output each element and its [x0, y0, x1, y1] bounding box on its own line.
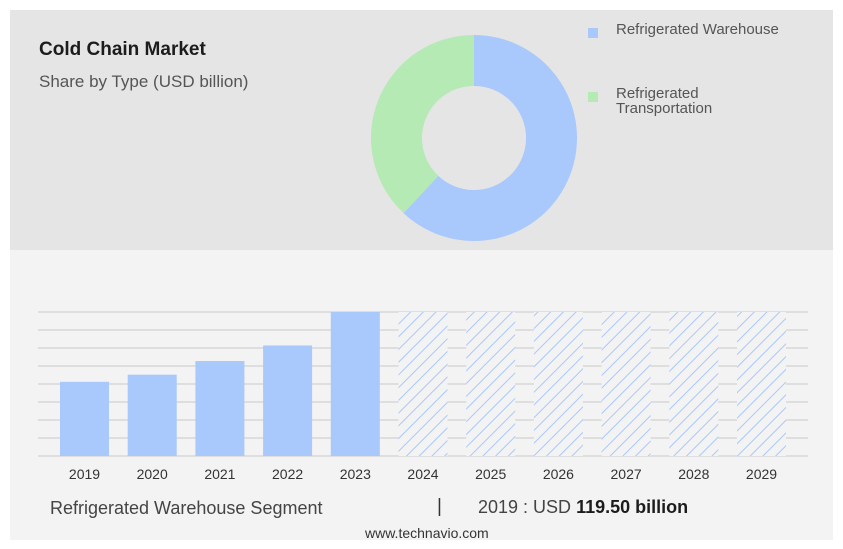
source-link[interactable]: www.technavio.com: [365, 525, 489, 541]
footer-year-prefix: 2019 : USD: [478, 497, 577, 517]
x-tick-label: 2021: [204, 466, 235, 482]
legend-swatch-transportation: [588, 92, 598, 102]
donut-slice-1: [371, 35, 474, 214]
footer-separator: |: [437, 496, 442, 517]
forecast-bar-2029: [737, 312, 786, 456]
x-tick-label: 2027: [611, 466, 642, 482]
x-tick-label: 2029: [746, 466, 777, 482]
donut-slice-0: [403, 35, 577, 241]
bar-2022: [263, 345, 313, 456]
chart-subtitle: Share by Type (USD billion): [39, 72, 249, 91]
x-tick-label: 2019: [69, 466, 100, 482]
legend-item-warehouse: Refrigerated Warehouse: [588, 22, 836, 38]
chart-title: Cold Chain Market: [39, 39, 206, 60]
forecast-bar-2025: [466, 312, 516, 456]
infographic-card: Cold Chain Market Share by Type (USD bil…: [10, 10, 836, 541]
legend-label-transportation: Refrigerated Transportation: [616, 85, 713, 117]
bar-2020: [127, 374, 177, 456]
forecast-bar-2027: [601, 312, 651, 456]
forecast-bar-2026: [533, 312, 583, 456]
x-tick-label: 2026: [543, 466, 574, 482]
x-tick-label: 2024: [407, 466, 438, 482]
x-tick-label: 2023: [340, 466, 371, 482]
donut-chart: [371, 35, 577, 241]
footer-value-amount: 119.50 billion: [576, 497, 689, 517]
x-tick-label: 2025: [475, 466, 506, 482]
legend-swatch-warehouse: [588, 28, 598, 38]
bar-2019: [60, 381, 109, 456]
bar-chart: 2019 2020 2021 2022 2023 2024 2025 2026 2027 2028…: [38, 311, 808, 482]
bar-2021: [195, 361, 245, 456]
x-tick-label: 2028: [678, 466, 709, 482]
bar-2023: [330, 312, 380, 456]
forecast-bar-2028: [669, 312, 719, 456]
legend-label-warehouse: Refrigerated Warehouse: [616, 21, 779, 38]
footer-value: 2019 : USD 119.50 billion: [478, 497, 688, 518]
forecast-bar-2024: [398, 312, 448, 456]
x-tick-label: 2022: [272, 466, 303, 482]
legend-item-transportation: Refrigerated Transportation: [588, 86, 746, 116]
x-tick-label: 2020: [137, 466, 168, 482]
footer-segment-label: Refrigerated Warehouse Segment: [50, 498, 323, 518]
